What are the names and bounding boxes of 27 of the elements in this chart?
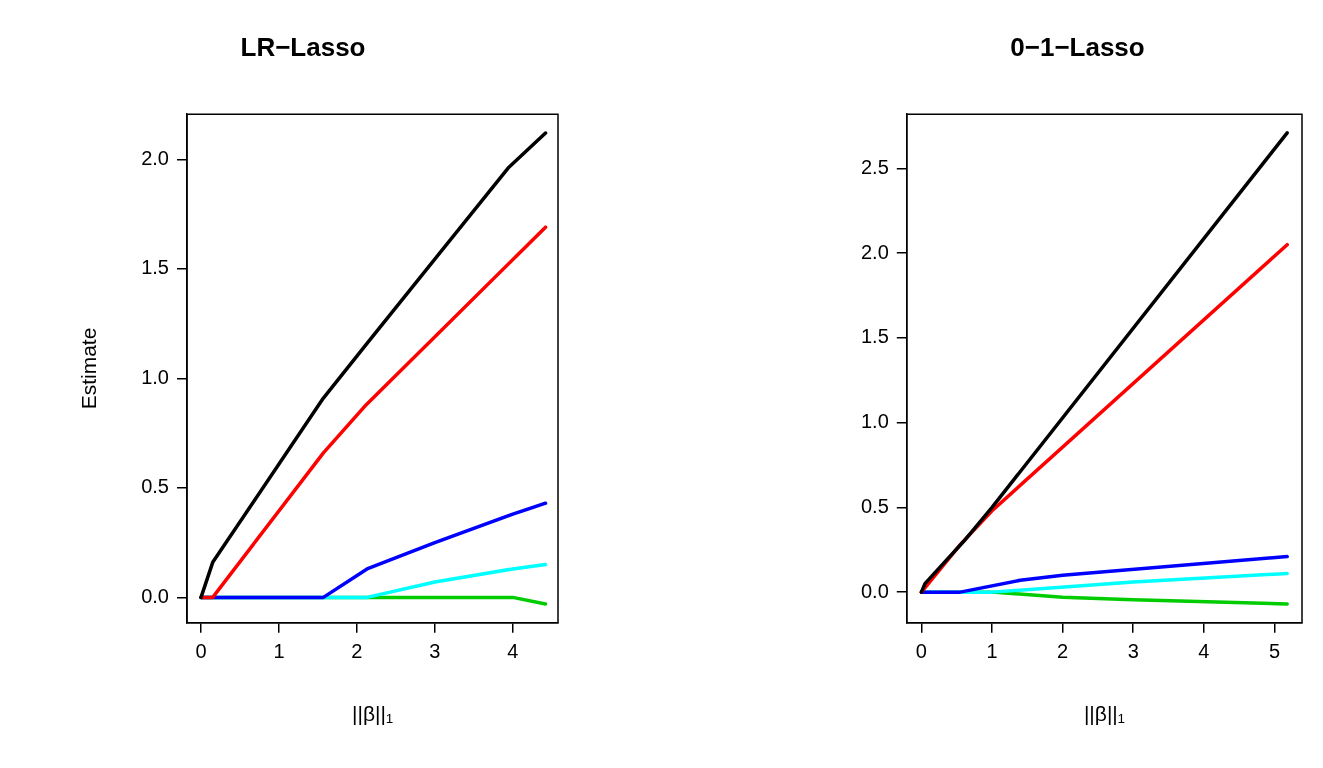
y-tick-label: 2.5: [860, 155, 889, 178]
y-tick-label: 0.5: [860, 494, 889, 517]
y-tick-label: 1.0: [141, 365, 169, 388]
y-tick-label: 0.5: [141, 475, 169, 498]
x-tick-label: 3: [429, 640, 441, 663]
chart-title: LR−Lasso: [240, 31, 366, 62]
y-tick-label: 1.5: [860, 325, 889, 348]
y-tick-label: 0.0: [860, 579, 889, 602]
x-tick-label: 1: [986, 640, 998, 663]
x-tick-label: 3: [1127, 640, 1139, 663]
chart-title: 0−1−Lasso: [1010, 31, 1145, 62]
x-tick-label: 2: [1057, 640, 1069, 663]
x-tick-label: 4: [507, 640, 519, 663]
y-tick-label: 0.0: [141, 584, 169, 607]
x-tick-label: 2: [351, 640, 363, 663]
y-tick-label: 1.5: [141, 256, 169, 279]
x-tick-label: 0: [195, 640, 207, 663]
x-tick-label: 4: [1198, 640, 1210, 663]
x-tick-label: 1: [273, 640, 285, 663]
y-tick-label: 2.0: [860, 240, 889, 263]
y-tick-label: 2.0: [141, 146, 169, 169]
x-tick-label: 0: [915, 640, 927, 663]
y-axis-title: Estimate: [77, 327, 101, 410]
x-axis-title: ||β||₁: [1083, 702, 1125, 726]
x-axis-title: ||β||₁: [352, 702, 393, 726]
x-tick-label: 5: [1268, 640, 1281, 663]
y-tick-label: 1.0: [860, 410, 889, 433]
